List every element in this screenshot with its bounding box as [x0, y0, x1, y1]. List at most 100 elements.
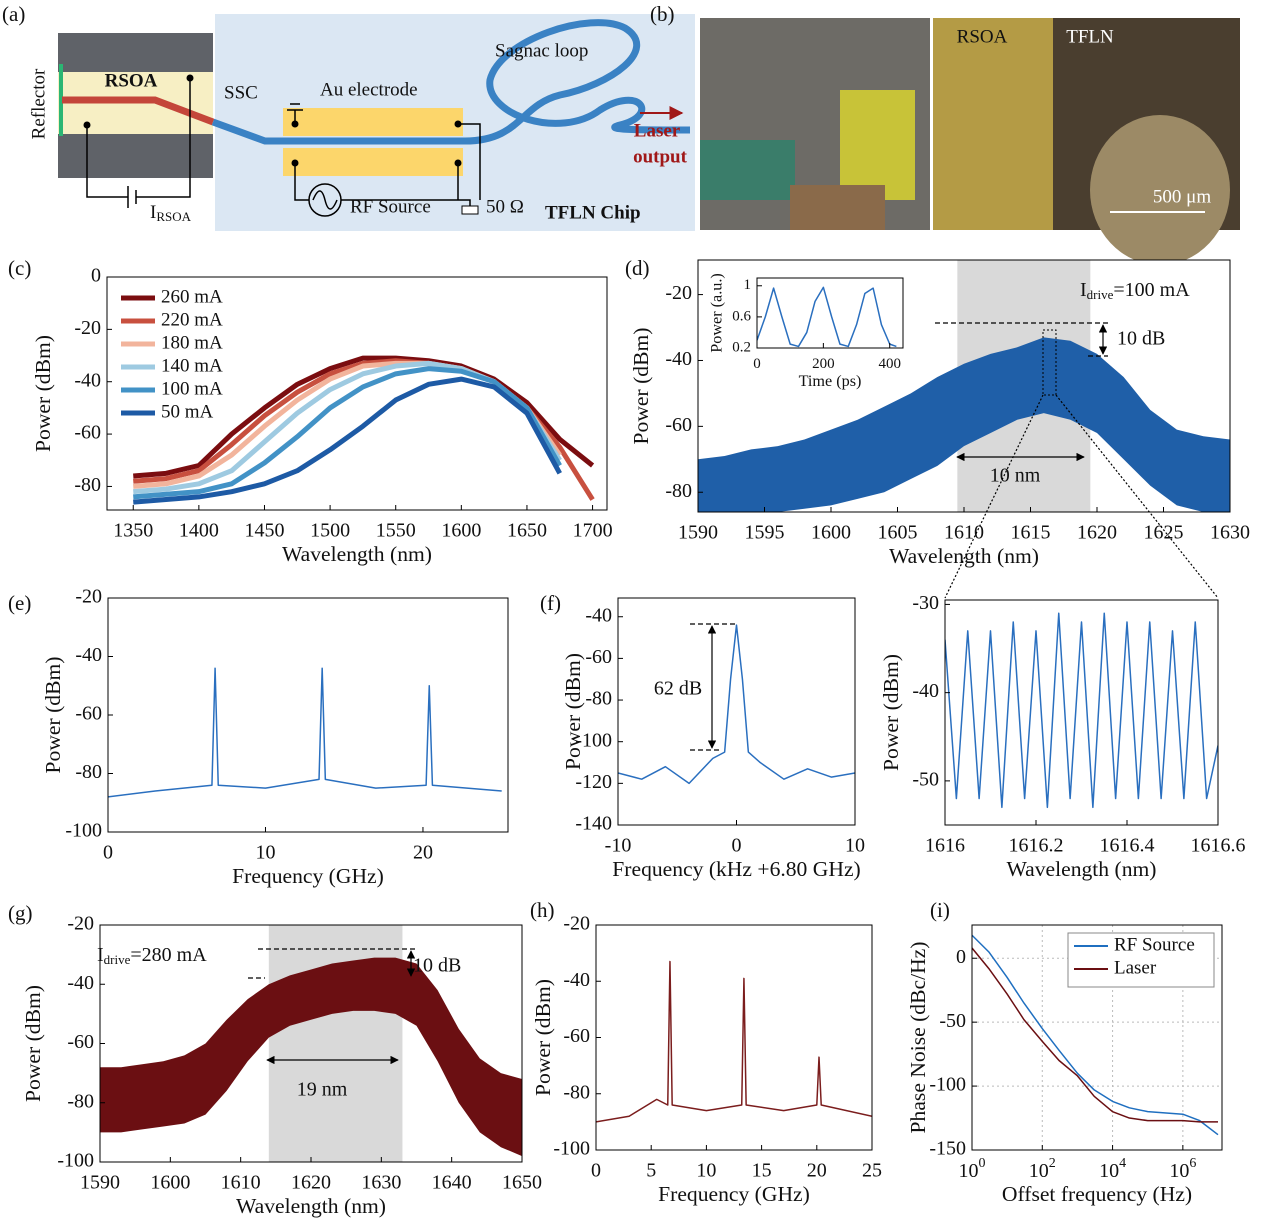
y-tick-label: -20 — [75, 586, 102, 608]
photo: (b) RSOA TFLN 500 μm — [650, 2, 1240, 265]
x-tick-label: 1650 — [507, 520, 547, 542]
legend-label: 180 mA — [161, 332, 223, 353]
x-tick-label: 20 — [807, 1160, 827, 1182]
label: RSOA — [105, 70, 158, 91]
x-tick-label: 1590 — [678, 522, 718, 544]
y-tick-label: -40 — [75, 644, 102, 666]
legend-label: 50 mA — [161, 401, 214, 422]
tick-base: 10 — [959, 1160, 979, 1182]
x-tick-label: 200 — [812, 356, 835, 372]
label: 500 μm — [1153, 186, 1211, 207]
x-tick-label: 1600 — [811, 522, 851, 544]
x-tick-label: 1450 — [244, 520, 284, 542]
label: Reflector — [28, 68, 49, 139]
photo-tape — [840, 90, 915, 200]
y-axis-label: Power (dBm) — [561, 653, 585, 770]
x-axis-label: Frequency (kHz +6.80 GHz) — [612, 857, 860, 881]
y-tick-label: -100 — [65, 820, 102, 842]
annotation: 10 dB — [1117, 328, 1165, 350]
y-tick-label: -50 — [912, 768, 939, 790]
tick-base: 10 — [1169, 1160, 1189, 1182]
y-tick-label: 1 — [744, 277, 752, 293]
y-tick-label: -60 — [665, 414, 692, 436]
y-tick-label: -20 — [563, 913, 590, 935]
y-tick-label: 0.6 — [732, 308, 751, 324]
panel-label: (b) — [650, 2, 675, 26]
y-tick-label: 0.2 — [732, 339, 751, 355]
y-tick-label: -140 — [575, 813, 612, 835]
x-axis-label: Frequency (GHz) — [658, 1182, 810, 1206]
y-tick-label: -120 — [575, 771, 612, 793]
y-axis-label: Power (dBm) — [41, 657, 65, 774]
y-tick-label: 0 — [956, 946, 966, 968]
y-tick-label: -80 — [67, 1090, 94, 1112]
y-tick-label: -50 — [939, 1010, 966, 1032]
tick-base: 10 — [1029, 1160, 1049, 1182]
x-tick-label: 1605 — [878, 522, 918, 544]
y-axis-label: Power (dBm) — [21, 985, 45, 1102]
x-tick-label: 106 — [1169, 1156, 1196, 1181]
label: 50 Ω — [486, 196, 524, 217]
x-axis-label: Wavelength (nm) — [1007, 857, 1157, 881]
panel-label: (e) — [8, 591, 31, 615]
y-tick-label: -80 — [665, 480, 692, 502]
annotation-sub: drive — [1087, 287, 1114, 302]
x-tick-label: 10 — [255, 842, 275, 864]
y-tick-label: -60 — [74, 422, 101, 444]
x-tick-label: 1400 — [179, 520, 219, 542]
resistor — [462, 206, 478, 214]
x-axis-label: Wavelength (nm) — [282, 542, 432, 566]
annotation-part: I — [1080, 279, 1087, 301]
y-tick-label: -150 — [929, 1138, 966, 1160]
panel-label: (a) — [2, 2, 25, 26]
x-axis-label: Wavelength (nm) — [889, 544, 1039, 568]
y-tick-label: -80 — [75, 761, 102, 783]
x-tick-label: 1650 — [502, 1172, 542, 1194]
panel-label: (g) — [8, 901, 33, 925]
annotation-part: I — [97, 944, 104, 966]
x-tick-label: 0 — [103, 842, 113, 864]
x-axis-label: Offset frequency (Hz) — [1002, 1182, 1192, 1206]
diagram: (a) Reflector RSOA SSC Au electrode Sagn… — [2, 2, 695, 231]
y-tick-label: -60 — [585, 646, 612, 668]
y-tick-label: -30 — [912, 592, 939, 614]
x-tick-label: 15 — [752, 1160, 772, 1182]
y-tick-label: -40 — [74, 369, 101, 391]
panel-label: (h) — [530, 898, 555, 922]
label: Laser — [634, 120, 681, 141]
x-tick-label: 1625 — [1144, 522, 1184, 544]
y-axis-label: Power (dBm) — [879, 654, 903, 771]
y-tick-label: -60 — [75, 703, 102, 725]
x-tick-label: 1350 — [113, 520, 153, 542]
y-tick-label: -20 — [67, 913, 94, 935]
x-tick-label: 25 — [862, 1160, 882, 1182]
tick-base: 10 — [1099, 1160, 1119, 1182]
legend-label: 140 mA — [161, 355, 223, 376]
x-tick-label: 104 — [1099, 1156, 1126, 1181]
chart: 0510152025-20-40-60-80-100Frequency (GHz… — [530, 898, 882, 1206]
y-tick-label: -40 — [665, 348, 692, 370]
x-tick-label: 1500 — [310, 520, 350, 542]
x-tick-label: 1700 — [573, 520, 613, 542]
y-tick-label: -100 — [57, 1150, 94, 1172]
x-tick-label: 1600 — [441, 520, 481, 542]
label: TFLN — [1066, 26, 1114, 47]
x-tick-label: 1640 — [432, 1172, 472, 1194]
plot-area — [108, 598, 508, 832]
y-tick-label: -80 — [585, 688, 612, 710]
chart: 1001021041060-50-100-150Offset frequency… — [906, 898, 1222, 1206]
label: SSC — [224, 82, 258, 103]
x-tick-label: 1616 — [925, 835, 965, 857]
x-tick-label: 1610 — [944, 522, 984, 544]
x-tick-label: 1616.6 — [1191, 835, 1246, 857]
electrode — [283, 148, 463, 176]
current-label: IRSOA — [150, 202, 192, 224]
tick-exponent: 6 — [1189, 1156, 1196, 1171]
legend-label: 100 mA — [161, 378, 223, 399]
x-tick-label: 20 — [413, 842, 433, 864]
tick-exponent: 4 — [1119, 1156, 1126, 1171]
